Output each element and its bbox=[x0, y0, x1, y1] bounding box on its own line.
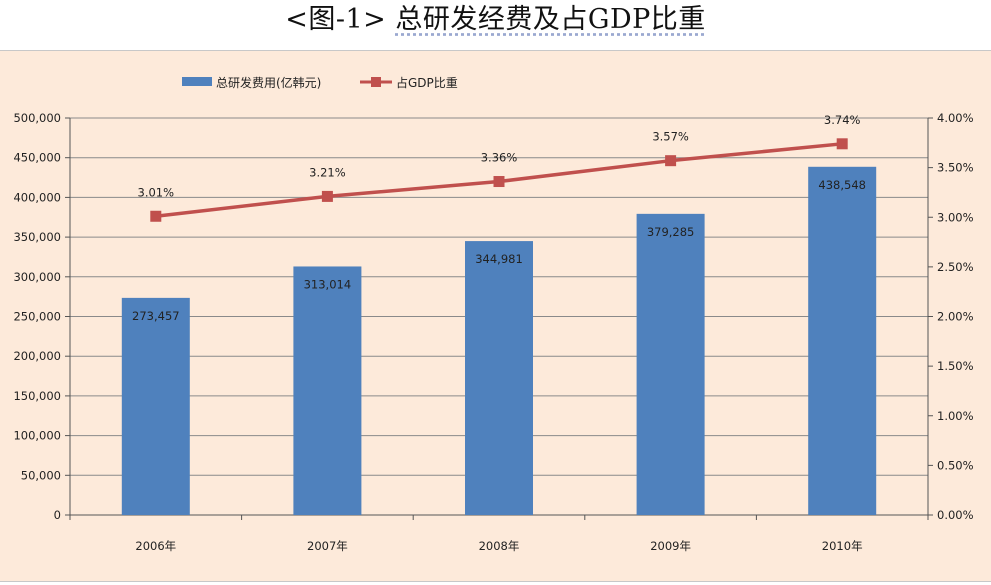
y-left-tick-label: 250,000 bbox=[13, 310, 61, 324]
bar-data-label: 273,457 bbox=[132, 309, 180, 323]
bar bbox=[121, 297, 190, 515]
line-marker bbox=[321, 190, 333, 202]
legend-label-line: 占GDP比重 bbox=[396, 75, 458, 90]
y-left-tick-label: 50,000 bbox=[21, 468, 61, 482]
line-data-label: 3.57% bbox=[652, 130, 689, 144]
bar bbox=[636, 213, 705, 515]
y-right-tick-label: 1.00% bbox=[937, 409, 974, 423]
bar-data-label: 313,014 bbox=[304, 277, 352, 291]
line-marker bbox=[493, 176, 505, 188]
y-right-tick-label: 4.00% bbox=[937, 111, 974, 125]
y-left-tick-label: 150,000 bbox=[13, 389, 61, 403]
y-right-tick-label: 1.50% bbox=[937, 359, 974, 373]
line-data-label: 3.36% bbox=[481, 151, 518, 165]
y-left-tick-label: 200,000 bbox=[13, 349, 61, 363]
y-left-tick-label: 0 bbox=[54, 508, 61, 522]
x-tick-label: 2006年 bbox=[135, 539, 176, 553]
bar bbox=[293, 266, 362, 515]
y-left-tick-label: 450,000 bbox=[13, 151, 61, 165]
x-tick-label: 2007年 bbox=[307, 539, 348, 553]
y-left-tick-label: 350,000 bbox=[13, 230, 61, 244]
y-right-tick-label: 0.50% bbox=[937, 458, 974, 472]
x-tick-label: 2008年 bbox=[479, 539, 520, 553]
figure-number: <图-1> bbox=[285, 4, 387, 35]
y-left-tick-label: 400,000 bbox=[13, 190, 61, 204]
y-right-tick-label: 2.50% bbox=[937, 260, 974, 274]
x-tick-label: 2009年 bbox=[650, 539, 691, 553]
y-left-tick-label: 100,000 bbox=[13, 429, 61, 443]
bar-data-label: 344,981 bbox=[475, 252, 523, 266]
legend-swatch-marker bbox=[371, 77, 381, 87]
y-right-tick-label: 3.50% bbox=[937, 161, 974, 175]
y-right-tick-label: 3.00% bbox=[937, 210, 974, 224]
figure-title: <图-1> 总研发经费及占GDP比重 bbox=[0, 0, 991, 40]
figure-title-text: 总研发经费及占GDP比重 bbox=[395, 4, 706, 35]
bar bbox=[808, 166, 877, 515]
line-data-label: 3.74% bbox=[824, 113, 861, 127]
x-tick-label: 2010年 bbox=[822, 539, 863, 553]
y-right-tick-label: 0.00% bbox=[937, 508, 974, 522]
legend-label-bar: 总研发费用(亿韩元) bbox=[216, 75, 321, 90]
y-left-tick-label: 300,000 bbox=[13, 270, 61, 284]
line-marker bbox=[836, 138, 848, 150]
legend-swatch-bar bbox=[182, 77, 212, 86]
bar-data-label: 379,285 bbox=[647, 225, 695, 239]
bar bbox=[465, 241, 533, 515]
line-marker bbox=[665, 155, 677, 167]
line-marker bbox=[150, 210, 162, 222]
line-data-label: 3.21% bbox=[309, 165, 346, 179]
bar-data-label: 438,548 bbox=[818, 178, 866, 192]
y-right-tick-label: 2.00% bbox=[937, 310, 974, 324]
y-left-tick-label: 500,000 bbox=[13, 111, 61, 125]
line-data-label: 3.01% bbox=[138, 185, 175, 199]
